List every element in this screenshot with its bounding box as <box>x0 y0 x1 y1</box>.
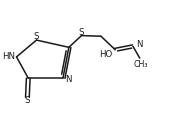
Text: HO: HO <box>99 50 112 59</box>
Text: HN: HN <box>2 52 15 61</box>
Text: S: S <box>79 28 84 37</box>
Text: N: N <box>136 40 143 49</box>
Text: CH₃: CH₃ <box>134 60 148 69</box>
Text: S: S <box>25 96 30 104</box>
Text: N: N <box>65 75 71 84</box>
Text: S: S <box>34 32 39 42</box>
